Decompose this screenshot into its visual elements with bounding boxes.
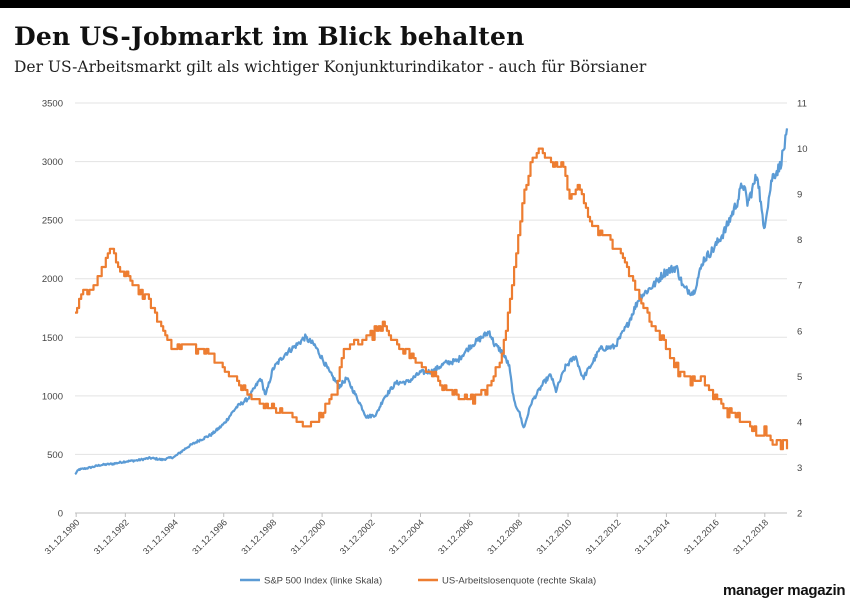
x-tick-label: 31.12.2016 (682, 517, 721, 556)
page-title: Den US-Jobmarkt im Blick behalten (14, 22, 525, 51)
page-subtitle: Der US-Arbeitsmarkt gilt als wichtiger K… (14, 58, 647, 76)
y-right-tick-label: 6 (797, 326, 802, 337)
y-right-tick-label: 9 (797, 190, 802, 201)
x-tick-label: 31.12.2002 (338, 517, 377, 556)
y-right-tick-label: 5 (797, 372, 802, 383)
brand-logo: manager magazin (723, 582, 846, 599)
x-tick-label: 31.12.1996 (190, 517, 229, 556)
y-right-tick-label: 8 (797, 235, 802, 246)
y-right-tick-label: 4 (797, 417, 802, 428)
y-right-tick-label: 7 (797, 281, 802, 292)
x-tick-label: 31.12.1994 (141, 517, 180, 556)
y-left-tick-label: 500 (47, 450, 63, 461)
y-axis-left: 0 500 1000 1500 2000 2500 3000 3500 (42, 99, 63, 520)
series-line-2 (75, 147, 789, 451)
legend-label-2: US-Arbeitslosenquote (rechte Skala) (442, 576, 596, 587)
y-left-tick-label: 0 (58, 509, 63, 520)
x-tick-label: 31.12.2012 (584, 517, 623, 556)
x-tick-label: 31.12.2000 (289, 517, 328, 556)
x-tick-label: 31.12.2010 (535, 517, 574, 556)
y-right-tick-label: 10 (797, 144, 808, 155)
top-bar (0, 0, 850, 8)
series-line-1 (74, 128, 789, 476)
x-tick-label: 31.12.2008 (485, 517, 524, 556)
y-right-tick-label: 3 (797, 463, 802, 474)
y-left-tick-label: 3000 (42, 157, 63, 168)
y-right-tick-label: 2 (797, 509, 802, 520)
x-tick-label: 31.12.1998 (239, 517, 278, 556)
y-left-tick-label: 2000 (42, 274, 63, 285)
x-tick-label: 31.12.2004 (387, 517, 426, 556)
x-tick-label: 31.12.1990 (43, 517, 82, 556)
y-left-tick-label: 3500 (42, 99, 63, 110)
series-group (74, 128, 789, 476)
y-left-tick-label: 1000 (42, 391, 63, 402)
y-left-tick-label: 2500 (42, 216, 63, 227)
y-axis-right: 2 3 4 5 6 7 8 9 10 11 (797, 99, 808, 520)
x-tick-label: 31.12.1992 (92, 517, 131, 556)
legend: S&P 500 Index (linke Skala) US-Arbeitslos… (240, 576, 596, 587)
y-left-tick-label: 1500 (42, 333, 63, 344)
x-tick-label: 31.12.2014 (633, 517, 672, 556)
legend-label-1: S&P 500 Index (linke Skala) (264, 576, 382, 587)
x-tick-label: 31.12.2006 (436, 517, 475, 556)
x-tick-label: 31.12.2018 (731, 517, 770, 556)
x-axis: 31.12.1990 31.12.1992 31.12.1994 31.12.1996… (43, 512, 787, 556)
y-right-tick-label: 11 (797, 99, 807, 110)
